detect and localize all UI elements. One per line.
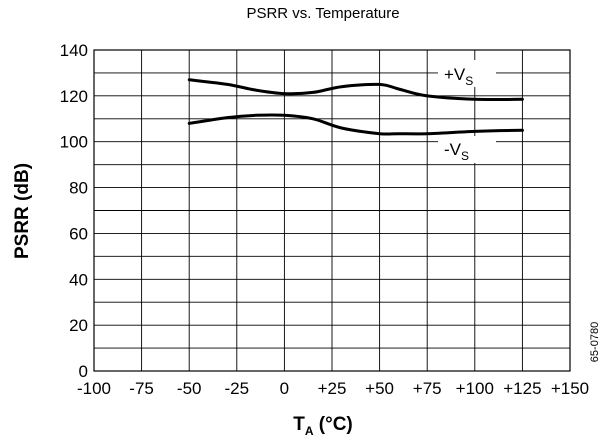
y-tick-labels: 0 20 40 60 80 100 120 140: [60, 41, 88, 381]
x-axis-label-main: T: [293, 414, 305, 435]
y-tick-label: 120: [60, 87, 88, 106]
y-tick-label: 140: [60, 41, 88, 60]
series-label-minus-vs: -VS: [444, 140, 469, 163]
series-label-plus-vs-sub: S: [465, 74, 473, 88]
x-tick-label: 0: [280, 379, 289, 398]
x-tick-label: -50: [177, 379, 202, 398]
series-label-minus-vs-main: -V: [444, 140, 462, 159]
series-label-plus-vs-main: +V: [444, 65, 466, 84]
y-tick-label: 80: [69, 179, 88, 198]
y-axis-label: PSRR (dB): [12, 163, 33, 259]
x-tick-label: +25: [318, 379, 347, 398]
x-axis-label: TA (°C): [293, 414, 353, 438]
x-tick-label: +50: [365, 379, 394, 398]
series-label-minus-vs-sub: S: [461, 149, 469, 163]
figure-code: 65-0780: [589, 322, 601, 362]
chart-title: PSRR vs. Temperature: [246, 5, 399, 22]
series-line-minus-vs: [187, 113, 524, 136]
series-lines: [187, 78, 524, 136]
x-tick-label: +150: [551, 379, 589, 398]
x-tick-label: -75: [129, 379, 154, 398]
y-tick-label: 40: [69, 270, 88, 289]
x-tick-label: -25: [225, 379, 250, 398]
x-axis-label-sub: A: [305, 424, 314, 438]
x-tick-label: +100: [456, 379, 494, 398]
plot-frame: [93, 49, 571, 372]
series-label-plus-vs: +VS: [444, 65, 473, 88]
x-tick-label: +75: [413, 379, 442, 398]
y-tick-label: 100: [60, 133, 88, 152]
series-line-plus-vs: [187, 78, 524, 102]
x-tick-label: -100: [77, 379, 111, 398]
x-tick-labels: -100 -75 -50 -25 0 +25 +50 +75 +100 +125 +150: [77, 379, 589, 398]
x-tick-label: +125: [503, 379, 541, 398]
x-axis-label-rest: (°C): [314, 414, 353, 435]
y-tick-label: 0: [79, 362, 88, 381]
y-tick-label: 20: [69, 316, 88, 335]
label-backgrounds: [438, 60, 496, 163]
y-tick-label: 60: [69, 224, 88, 243]
